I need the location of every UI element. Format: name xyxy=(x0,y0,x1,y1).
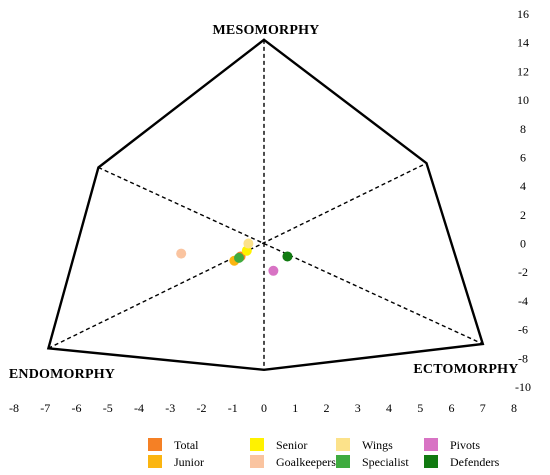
y-tick-label: 12 xyxy=(517,64,529,78)
legend: Total Junior Senior Goalkeepers Wings Special… xyxy=(148,438,500,469)
legend-swatch-specialist xyxy=(336,455,350,468)
x-tick-label: -5 xyxy=(103,401,113,415)
y-tick-label: -2 xyxy=(518,265,528,279)
x-tick-label: 3 xyxy=(355,401,361,415)
y-tick-label: 0 xyxy=(520,237,526,251)
y-tick-label: 14 xyxy=(517,36,529,50)
y-tick-label: 10 xyxy=(517,93,529,107)
x-tick-label: 5 xyxy=(417,401,423,415)
x-tick-label: 1 xyxy=(292,401,298,415)
legend-swatch-wings xyxy=(336,438,350,451)
y-tick-label: -8 xyxy=(518,351,528,365)
legend-label-junior: Junior xyxy=(174,455,204,469)
x-tick-label: -4 xyxy=(134,401,144,415)
point-wings xyxy=(243,238,254,249)
y-tick-label: 2 xyxy=(520,208,526,222)
endomorphy-label: ENDOMORPHY xyxy=(9,367,115,382)
x-tick-label: 6 xyxy=(449,401,455,415)
legend-swatch-defenders xyxy=(424,455,438,468)
y-tick-label: 16 xyxy=(517,7,529,21)
point-goalkeepers xyxy=(176,248,187,259)
x-tick-label: 0 xyxy=(261,401,267,415)
legend-label-goalkeepers: Goalkeepers xyxy=(276,455,336,469)
point-specialist xyxy=(234,252,244,263)
y-tick-label: 6 xyxy=(520,150,526,164)
x-tick-label: -7 xyxy=(40,401,50,415)
x-axis-ticks: -8 -7 -6 -5 -4 -3 -2 -1 0 1 2 3 4 5 6 7 8 xyxy=(9,401,517,415)
legend-label-pivots: Pivots xyxy=(450,438,480,452)
y-tick-label: 8 xyxy=(520,122,526,136)
mesomorphy-label: MESOMORPHY xyxy=(213,23,320,38)
y-tick-label: -6 xyxy=(518,323,528,337)
y-axis-ticks: 16 14 12 10 8 6 4 2 0 -2 -4 -6 -8 -10 xyxy=(515,7,531,394)
data-points xyxy=(176,238,293,276)
legend-swatch-total xyxy=(148,438,162,451)
x-tick-label: -2 xyxy=(197,401,207,415)
point-defenders xyxy=(282,251,293,262)
x-tick-label: -8 xyxy=(9,401,19,415)
legend-label-senior: Senior xyxy=(276,438,307,452)
y-tick-label: -4 xyxy=(518,294,528,308)
x-tick-label: -3 xyxy=(165,401,175,415)
legend-swatch-pivots xyxy=(424,438,438,451)
x-tick-label: 2 xyxy=(324,401,330,415)
y-tick-label: 4 xyxy=(520,179,526,193)
x-tick-label: 8 xyxy=(511,401,517,415)
point-pivots xyxy=(268,265,279,276)
x-tick-label: 7 xyxy=(480,401,486,415)
somatochart-axes xyxy=(48,39,484,370)
legend-swatch-junior xyxy=(148,455,162,468)
ectomorphy-label: ECTOMORPHY xyxy=(413,362,518,377)
somatochart-outline xyxy=(46,38,485,372)
legend-swatch-senior xyxy=(250,438,264,451)
legend-label-specialist: Specialist xyxy=(362,455,409,469)
legend-label-wings: Wings xyxy=(362,438,393,452)
legend-label-defenders: Defenders xyxy=(450,455,500,469)
x-tick-label: -6 xyxy=(72,401,82,415)
x-tick-label: 4 xyxy=(386,401,392,415)
y-tick-label: -10 xyxy=(515,380,531,394)
legend-label-total: Total xyxy=(174,438,199,452)
x-tick-label: -1 xyxy=(228,401,238,415)
legend-swatch-goalkeepers xyxy=(250,455,264,468)
